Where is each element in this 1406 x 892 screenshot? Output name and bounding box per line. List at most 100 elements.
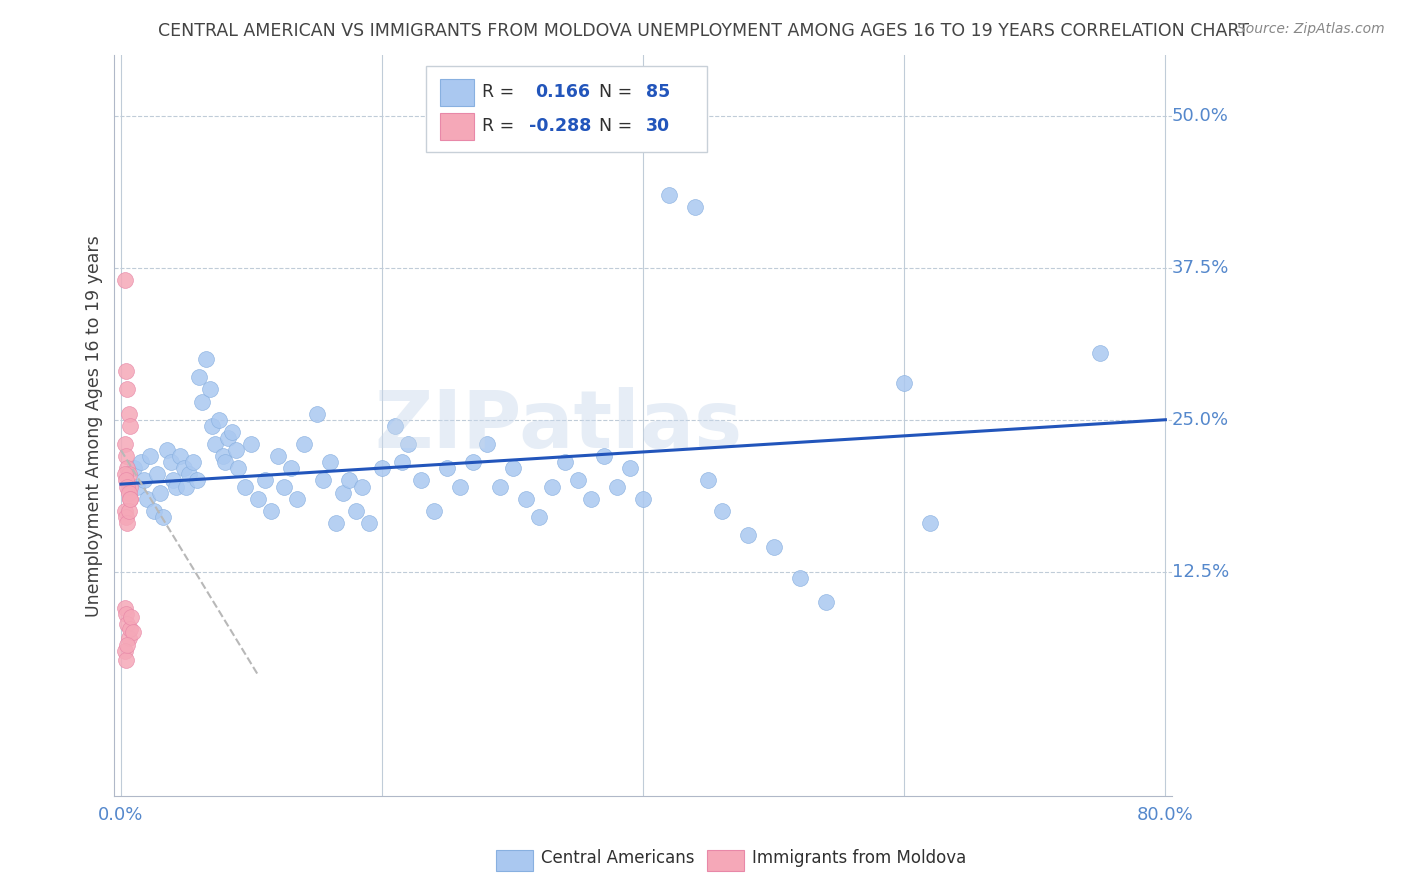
Point [567, 474, 589, 488]
Point [247, 491, 270, 506]
Point [115, 364, 138, 378]
Point [502, 461, 524, 475]
Point [344, 504, 367, 518]
Point [292, 437, 315, 451]
Text: R =: R = [482, 83, 515, 101]
Point [120, 491, 142, 506]
Point [121, 625, 143, 640]
Point [117, 461, 139, 475]
Point [423, 504, 446, 518]
Point [893, 376, 915, 391]
Text: ZIPatlas: ZIPatlas [374, 387, 742, 465]
Point [305, 407, 328, 421]
Point [762, 541, 785, 555]
Point [789, 571, 811, 585]
Point [606, 479, 628, 493]
Text: CENTRAL AMERICAN VS IMMIGRANTS FROM MOLDOVA UNEMPLOYMENT AMONG AGES 16 TO 19 YEA: CENTRAL AMERICAN VS IMMIGRANTS FROM MOLD… [157, 22, 1249, 40]
Point [191, 394, 214, 409]
Text: R =: R = [482, 117, 515, 135]
Point [384, 418, 406, 433]
Point [114, 601, 136, 615]
Point [658, 187, 681, 202]
Point [280, 461, 302, 475]
Point [152, 510, 174, 524]
Point [125, 479, 148, 493]
Point [120, 479, 142, 493]
Point [214, 455, 236, 469]
FancyBboxPatch shape [440, 78, 474, 106]
Point [814, 595, 837, 609]
Point [228, 461, 250, 475]
Point [554, 455, 576, 469]
Point [129, 455, 152, 469]
Point [449, 479, 471, 493]
Point [115, 510, 138, 524]
Point [169, 449, 191, 463]
Point [118, 485, 141, 500]
FancyBboxPatch shape [440, 113, 474, 140]
Point [540, 479, 562, 493]
Point [162, 474, 184, 488]
Point [352, 479, 374, 493]
Point [697, 474, 720, 488]
Text: 37.5%: 37.5% [1173, 259, 1229, 277]
Point [325, 516, 347, 530]
Point [357, 516, 380, 530]
Point [165, 479, 187, 493]
Point [156, 443, 179, 458]
Point [463, 455, 485, 469]
Text: 80.0%: 80.0% [1137, 806, 1194, 824]
Point [371, 461, 394, 475]
Point [579, 491, 602, 506]
Point [319, 455, 342, 469]
Point [391, 455, 413, 469]
Point [118, 632, 141, 646]
Point [233, 479, 256, 493]
Point [181, 455, 204, 469]
Point [118, 407, 141, 421]
Point [737, 528, 759, 542]
Point [332, 485, 354, 500]
Point [115, 474, 138, 488]
Point [134, 474, 156, 488]
Text: 85: 85 [647, 83, 671, 101]
Point [138, 449, 160, 463]
Point [194, 351, 217, 366]
Point [204, 437, 226, 451]
Point [685, 200, 707, 214]
Point [118, 504, 141, 518]
Point [201, 418, 224, 433]
Point [114, 643, 136, 657]
Point [1088, 346, 1111, 360]
Point [146, 467, 169, 482]
Text: 12.5%: 12.5% [1173, 563, 1229, 581]
Point [120, 609, 142, 624]
Text: 25.0%: 25.0% [1173, 410, 1229, 429]
Point [920, 516, 942, 530]
FancyBboxPatch shape [426, 66, 707, 152]
Point [136, 491, 159, 506]
Point [117, 382, 139, 396]
Text: Source: ZipAtlas.com: Source: ZipAtlas.com [1237, 22, 1385, 37]
Point [115, 653, 138, 667]
Point [159, 455, 181, 469]
Point [120, 418, 142, 433]
Point [186, 474, 208, 488]
Point [527, 510, 550, 524]
Point [173, 461, 195, 475]
Point [142, 504, 165, 518]
Point [285, 491, 308, 506]
Point [114, 437, 136, 451]
Point [273, 479, 295, 493]
Text: 0.0%: 0.0% [98, 806, 143, 824]
Point [115, 449, 138, 463]
Point [619, 461, 641, 475]
Point [240, 437, 263, 451]
Point [217, 431, 239, 445]
Point [631, 491, 654, 506]
Point [710, 504, 733, 518]
Point [396, 437, 419, 451]
Point [475, 437, 498, 451]
Point [593, 449, 616, 463]
Point [177, 467, 200, 482]
